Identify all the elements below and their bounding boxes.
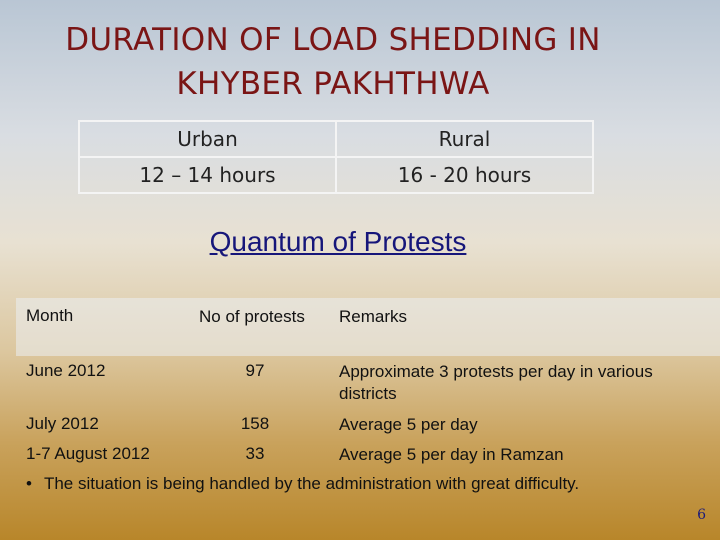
- slide-title-line-2: KHYBER PAKHTHWA: [176, 66, 490, 102]
- bullet-icon: •: [26, 474, 32, 493]
- row-month: July 2012: [26, 414, 99, 433]
- row-month: 1-7 August 2012: [26, 444, 150, 463]
- protests-heading: Quantum of Protests: [209, 226, 467, 257]
- load-shedding-header-row: Urban Rural: [78, 120, 594, 158]
- slide-title-line-1: DURATION OF LOAD SHEDDING IN: [65, 22, 601, 58]
- rural-value: 16 - 20 hours: [335, 156, 594, 194]
- row-remarks: Average 5 per day in Ramzan: [339, 445, 564, 464]
- row-count: 33: [245, 444, 265, 463]
- bullet-text: The situation is being handled by the ad…: [43, 474, 580, 493]
- row-remarks: Approximate 3 protests per day in variou…: [339, 362, 653, 403]
- rural-label: Rural: [335, 120, 594, 158]
- row-month: June 2012: [26, 361, 106, 380]
- row-count: 158: [240, 414, 270, 433]
- urban-label: Urban: [78, 120, 337, 158]
- load-shedding-table: Urban Rural 12 – 14 hours 16 - 20 hours: [78, 120, 594, 194]
- page-number: 6: [697, 507, 706, 523]
- load-shedding-value-row: 12 – 14 hours 16 - 20 hours: [78, 156, 594, 194]
- header-month: Month: [26, 306, 74, 325]
- row-remarks: Average 5 per day: [339, 415, 478, 434]
- row-count: 97: [245, 361, 265, 380]
- slide-title: DURATION OF LOAD SHEDDING IN KHYBER PAKH…: [0, 18, 666, 106]
- protests-header-background: [16, 298, 720, 356]
- bullet-point: • The situation is being handled by the a…: [26, 474, 579, 494]
- urban-value: 12 – 14 hours: [78, 156, 337, 194]
- header-remarks: Remarks: [339, 307, 408, 326]
- header-protests: No of protests: [199, 307, 305, 326]
